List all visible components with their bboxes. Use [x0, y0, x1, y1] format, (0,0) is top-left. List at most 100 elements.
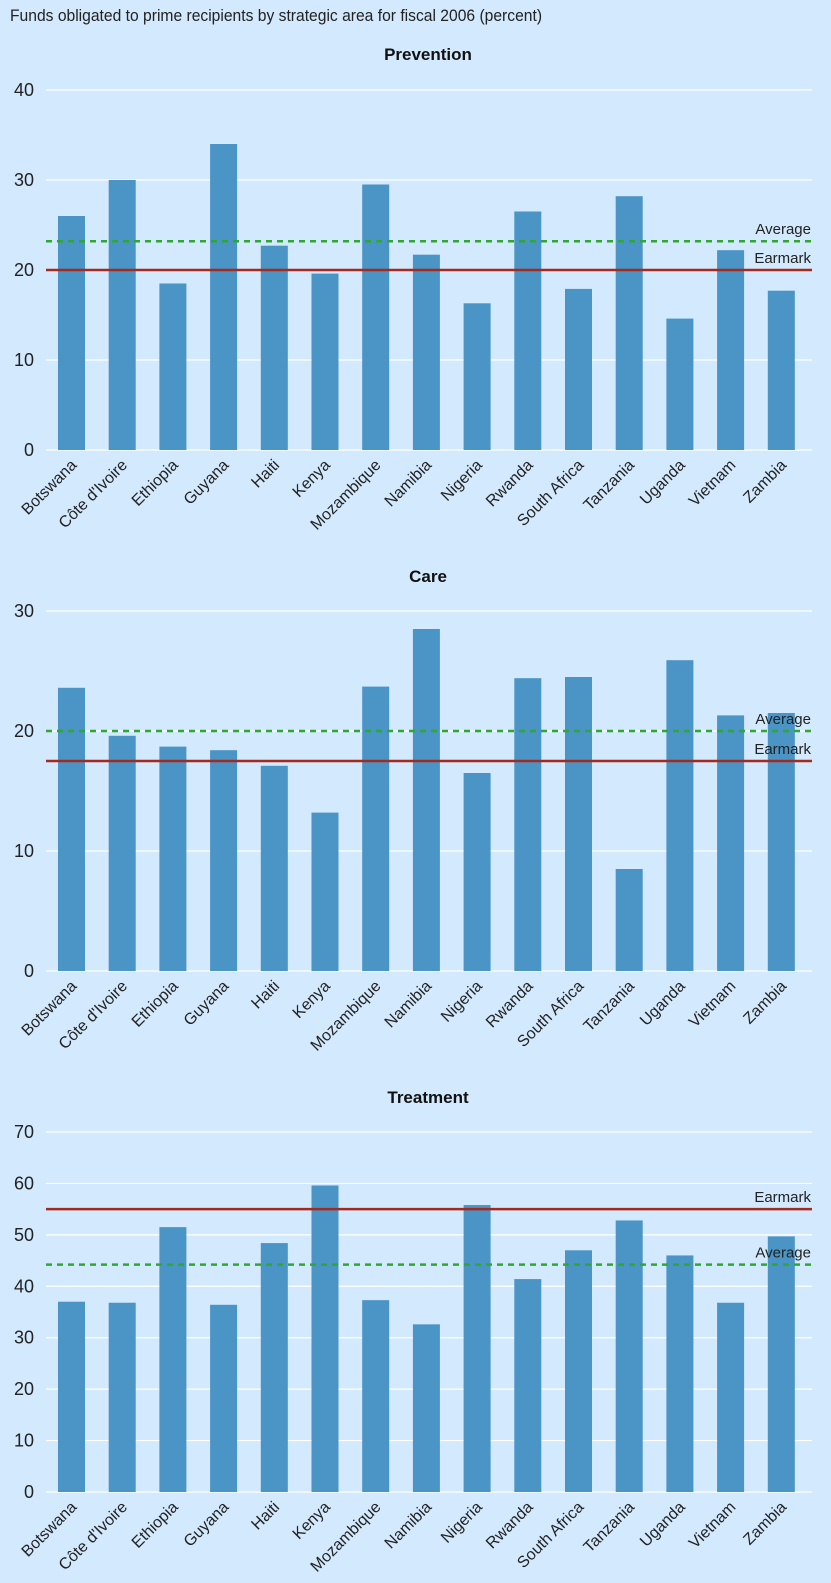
y-tick-label: 0: [24, 440, 34, 460]
x-tick-label: Ethiopia: [129, 978, 182, 1031]
x-tick-label: Haiti: [248, 978, 283, 1013]
x-tick-label: Uganda: [637, 457, 689, 509]
y-tick-label: 30: [14, 170, 34, 190]
x-tick-label: Guyana: [181, 457, 233, 509]
x-tick-label: Guyana: [181, 1499, 233, 1551]
y-tick-label: 20: [14, 260, 34, 280]
y-tick-label: 60: [14, 1173, 34, 1193]
x-tick-label: Zambia: [740, 457, 790, 507]
y-tick-label: 50: [14, 1225, 34, 1245]
y-tick-label: 20: [14, 721, 34, 741]
earmark-label: Earmark: [754, 741, 811, 758]
x-tick-label: Namibia: [382, 978, 436, 1032]
x-tick-label: Zambia: [740, 1499, 790, 1549]
average-label: Average: [755, 711, 811, 728]
bar-mozambique: [362, 184, 390, 450]
y-tick-label: 30: [14, 601, 34, 621]
bar-ethiopia: [159, 1227, 187, 1492]
panel-title: Prevention: [384, 45, 472, 64]
y-tick-label: 20: [14, 1379, 34, 1399]
average-label: Average: [755, 221, 811, 238]
earmark-label: Earmark: [754, 1189, 811, 1206]
bar-rwanda: [514, 1279, 542, 1492]
x-tick-label: Haiti: [248, 1499, 283, 1534]
bar-zambia: [767, 290, 795, 450]
bar-uganda: [666, 660, 694, 971]
bar-c-te-d-ivoire: [108, 735, 136, 971]
x-tick-label: Kenya: [290, 1499, 334, 1543]
x-tick-label: Ethiopia: [129, 1499, 182, 1552]
bar-namibia: [412, 629, 440, 971]
x-tick-label: Ethiopia: [129, 457, 182, 510]
x-tick-label: Nigeria: [438, 457, 486, 505]
bar-rwanda: [514, 211, 542, 450]
x-tick-label: Tanzania: [581, 978, 638, 1035]
y-tick-label: 40: [14, 80, 34, 100]
x-tick-label: Kenya: [290, 457, 334, 501]
bar-mozambique: [362, 686, 390, 971]
y-tick-label: 40: [14, 1276, 34, 1296]
bar-vietnam: [717, 250, 745, 450]
x-tick-label: Guyana: [181, 978, 233, 1030]
bar-guyana: [210, 144, 238, 450]
bar-guyana: [210, 1304, 238, 1492]
x-tick-label: Vietnam: [686, 978, 739, 1031]
bar-ethiopia: [159, 746, 187, 971]
x-tick-label: Uganda: [637, 1499, 689, 1551]
bar-zambia: [767, 713, 795, 971]
bar-tanzania: [615, 869, 643, 971]
x-tick-label: Uganda: [637, 978, 689, 1030]
y-tick-label: 0: [24, 1482, 34, 1502]
panel-title: Care: [409, 567, 447, 586]
panel-title: Treatment: [387, 1088, 469, 1107]
x-tick-label: Tanzania: [581, 457, 638, 514]
bar-botswana: [58, 1301, 85, 1492]
bar-haiti: [260, 245, 288, 450]
bar-south-africa: [565, 288, 592, 450]
bar-vietnam: [717, 1302, 745, 1492]
y-tick-label: 70: [14, 1122, 34, 1142]
x-tick-label: Tanzania: [581, 1499, 638, 1556]
bar-tanzania: [615, 196, 643, 450]
y-tick-label: 10: [14, 350, 34, 370]
bar-tanzania: [615, 1220, 643, 1492]
x-tick-label: Haiti: [248, 457, 283, 492]
bar-namibia: [412, 254, 440, 450]
earmark-label: Earmark: [754, 250, 811, 267]
bar-kenya: [311, 273, 339, 450]
bar-zambia: [767, 1236, 795, 1492]
bar-ethiopia: [159, 283, 187, 450]
bar-c-te-d-ivoire: [108, 1302, 136, 1492]
y-tick-label: 10: [14, 841, 34, 861]
x-tick-label: Nigeria: [438, 1499, 486, 1547]
x-tick-label: Nigeria: [438, 978, 486, 1026]
y-tick-label: 0: [24, 961, 34, 981]
x-tick-label: Vietnam: [686, 1499, 739, 1552]
bar-c-te-d-ivoire: [108, 180, 136, 450]
bar-rwanda: [514, 678, 542, 971]
x-tick-label: Namibia: [382, 1499, 436, 1553]
bar-uganda: [666, 318, 694, 450]
bar-south-africa: [565, 677, 592, 971]
bar-namibia: [412, 1324, 440, 1492]
bar-botswana: [58, 687, 85, 971]
bar-south-africa: [565, 1250, 592, 1492]
bar-uganda: [666, 1255, 694, 1492]
y-tick-label: 10: [14, 1431, 34, 1451]
bar-nigeria: [463, 773, 491, 971]
bar-guyana: [210, 750, 238, 971]
bar-nigeria: [463, 303, 491, 450]
bar-mozambique: [362, 1300, 390, 1492]
bar-haiti: [260, 765, 288, 971]
bar-haiti: [260, 1243, 288, 1492]
x-tick-label: Zambia: [740, 978, 790, 1028]
x-tick-label: Vietnam: [686, 457, 739, 510]
x-tick-label: Kenya: [290, 978, 334, 1022]
x-tick-label: Namibia: [382, 457, 436, 511]
y-tick-label: 30: [14, 1328, 34, 1348]
bar-botswana: [58, 216, 85, 450]
bar-vietnam: [717, 715, 745, 971]
average-label: Average: [755, 1245, 811, 1262]
